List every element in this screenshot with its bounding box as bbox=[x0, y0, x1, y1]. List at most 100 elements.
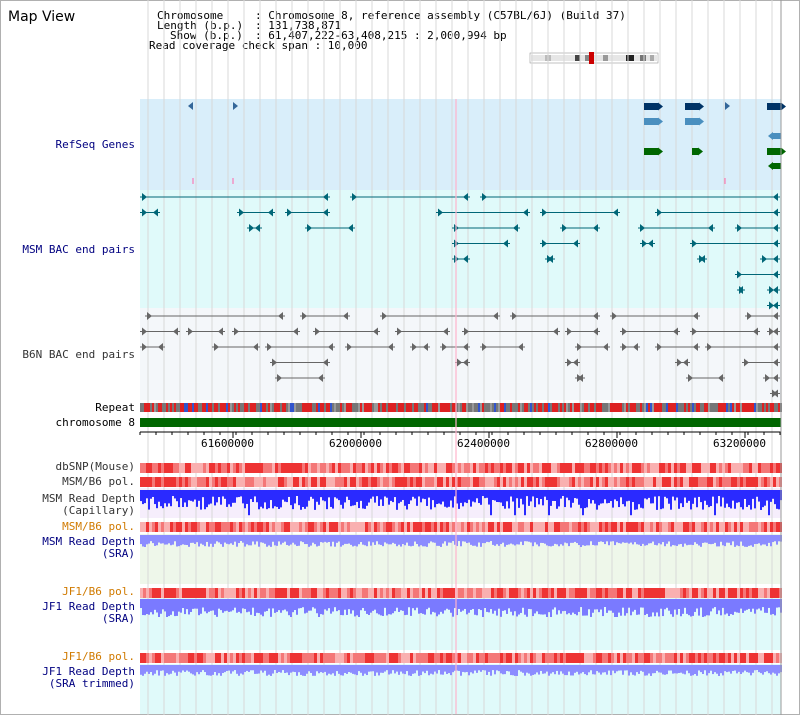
repeat-track-bar[interactable] bbox=[140, 403, 782, 412]
depth-bar bbox=[598, 599, 600, 613]
track-label-dbsnp[interactable]: dbSNP(Mouse) bbox=[55, 460, 135, 473]
depth-bar bbox=[212, 490, 214, 497]
depth-bar bbox=[614, 665, 616, 674]
pol-cell bbox=[599, 463, 602, 473]
depth-bar bbox=[446, 599, 448, 609]
depth-bar bbox=[196, 599, 198, 609]
pol-cell bbox=[536, 522, 539, 532]
depth-bar bbox=[346, 535, 348, 544]
depth-bar bbox=[564, 535, 566, 543]
pol-cell bbox=[155, 653, 158, 663]
repeat-segment bbox=[316, 403, 318, 412]
read-depth-histograms[interactable] bbox=[140, 490, 782, 676]
pol-cell bbox=[212, 653, 215, 663]
track-label-chromosome[interactable]: chromosome 8 bbox=[55, 416, 135, 429]
depth-bar bbox=[438, 665, 440, 671]
depth-bar bbox=[250, 535, 252, 546]
refseq-gene-features[interactable] bbox=[188, 102, 786, 184]
pol-cell bbox=[383, 653, 386, 663]
depth-bar bbox=[536, 490, 538, 499]
repeat-segment bbox=[544, 403, 546, 412]
track-label-b6n-bac[interactable]: B6N BAC end pairs bbox=[22, 348, 135, 361]
depth-bar bbox=[500, 535, 502, 545]
depth-bar bbox=[690, 535, 692, 545]
depth-bar bbox=[480, 490, 482, 505]
polymorphism-heat-tracks[interactable] bbox=[140, 463, 782, 663]
chromosome-ideogram[interactable] bbox=[529, 52, 659, 64]
depth-bar bbox=[452, 490, 454, 508]
depth-bar bbox=[582, 665, 584, 673]
repeat-segment bbox=[480, 403, 482, 412]
pol-cell bbox=[761, 477, 764, 487]
gene-block bbox=[644, 103, 658, 110]
depth-bar bbox=[424, 599, 426, 615]
depth-bar bbox=[576, 665, 578, 672]
repeat-segment bbox=[256, 403, 258, 412]
chromosome-bar[interactable] bbox=[140, 418, 781, 427]
pol-cell bbox=[500, 653, 503, 663]
track-label-msm-b6-pol[interactable]: MSM/B6 pol. bbox=[62, 475, 135, 488]
bac-end-marker bbox=[463, 358, 468, 367]
depth-bar bbox=[774, 665, 776, 674]
pol-cell bbox=[152, 588, 155, 598]
repeat-segment bbox=[318, 403, 320, 412]
depth-bar bbox=[432, 535, 434, 543]
repeat-segment bbox=[712, 403, 714, 412]
pol-cell bbox=[587, 463, 590, 473]
pol-cell bbox=[155, 463, 158, 473]
repeat-segment bbox=[522, 403, 524, 412]
pol-cell bbox=[680, 477, 683, 487]
track-label-jf1-read-depth-sra[interactable]: JF1 Read Depth bbox=[42, 600, 135, 613]
depth-bar bbox=[178, 490, 180, 508]
pol-cell bbox=[563, 588, 566, 598]
depth-bar bbox=[600, 490, 602, 504]
track-label-msm-read-depth-sra[interactable]: MSM Read Depth bbox=[42, 535, 135, 548]
pol-cell bbox=[656, 588, 659, 598]
pol-cell bbox=[257, 477, 260, 487]
repeat-segment bbox=[298, 403, 300, 412]
depth-bar bbox=[184, 665, 186, 672]
depth-bar bbox=[426, 599, 428, 610]
depth-bar bbox=[278, 665, 280, 672]
depth-bar bbox=[710, 535, 712, 545]
pol-cell bbox=[335, 477, 338, 487]
depth-bar bbox=[174, 599, 176, 617]
track-label-msm-read-depth-capillary[interactable]: MSM Read Depth bbox=[42, 492, 135, 505]
repeat-segment bbox=[172, 403, 174, 412]
msm-bac-features[interactable] bbox=[140, 193, 780, 310]
depth-bar bbox=[348, 599, 350, 610]
depth-bar bbox=[432, 490, 434, 501]
pol-cell bbox=[659, 463, 662, 473]
pol-cell bbox=[440, 477, 443, 487]
depth-bar bbox=[652, 599, 654, 613]
depth-bar bbox=[172, 599, 174, 612]
pol-cell bbox=[365, 522, 368, 532]
repeat-segment bbox=[446, 403, 448, 412]
depth-bar bbox=[592, 665, 594, 675]
track-label-jf1-b6-pol[interactable]: JF1/B6 pol. bbox=[62, 585, 135, 598]
track-label-refseq-genes[interactable]: RefSeq Genes bbox=[55, 138, 135, 151]
depth-bar bbox=[454, 490, 456, 497]
pol-cell bbox=[416, 477, 419, 487]
repeat-segment bbox=[334, 403, 336, 412]
pol-cell bbox=[428, 463, 431, 473]
depth-bar bbox=[574, 490, 576, 499]
track-label-msm-bac[interactable]: MSM BAC end pairs bbox=[22, 243, 135, 256]
pol-cell bbox=[698, 477, 701, 487]
pol-cell bbox=[167, 522, 170, 532]
pol-cell bbox=[239, 463, 242, 473]
depth-bar bbox=[612, 599, 614, 613]
track-label-jf1-b6-pol-2[interactable]: JF1/B6 pol. bbox=[62, 650, 135, 663]
pol-cell bbox=[521, 463, 524, 473]
depth-bar bbox=[482, 665, 484, 671]
track-label-repeat[interactable]: Repeat bbox=[95, 401, 135, 414]
pol-cell bbox=[206, 477, 209, 487]
track-label-msm-b6-pol-orange[interactable]: MSM/B6 pol. bbox=[62, 520, 135, 533]
depth-bar bbox=[288, 490, 290, 497]
track-label-jf1-read-depth-trimmed[interactable]: JF1 Read Depth bbox=[42, 665, 135, 678]
repeat-segment bbox=[436, 403, 438, 412]
b6n-bac-track-bg bbox=[140, 308, 781, 400]
b6n-bac-features[interactable] bbox=[140, 312, 780, 398]
pol-cell bbox=[446, 653, 449, 663]
